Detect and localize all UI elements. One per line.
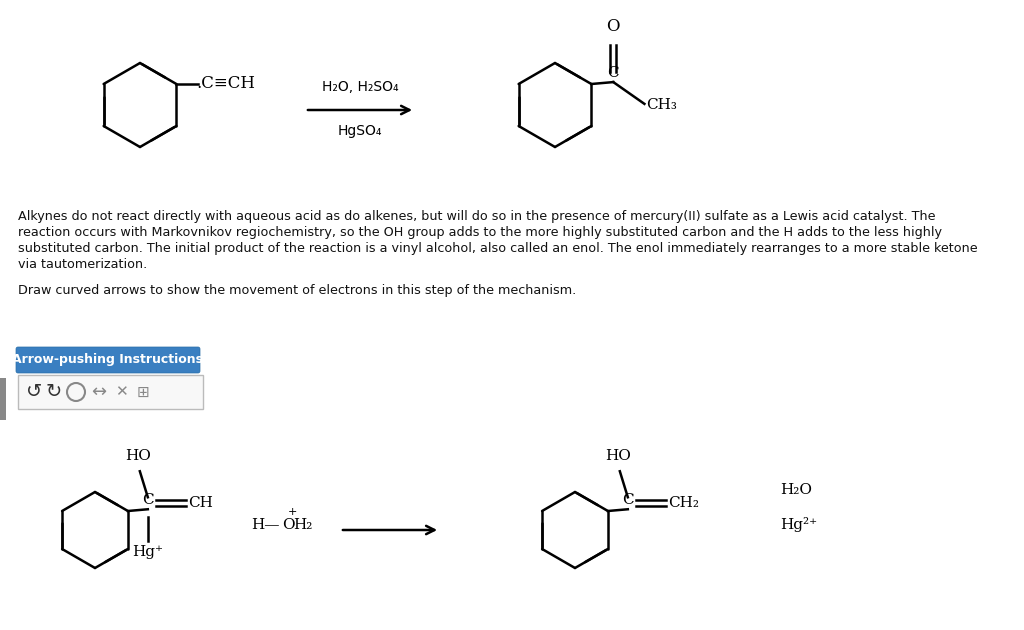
Text: H—: H— [252,518,280,532]
Text: C: C [622,493,634,507]
Text: H₂: H₂ [293,518,312,532]
Text: H₂O, H₂SO₄: H₂O, H₂SO₄ [322,80,398,94]
Text: Arrow-pushing Instructions: Arrow-pushing Instructions [12,353,204,367]
Text: CH₂: CH₂ [668,496,698,510]
Text: HgSO₄: HgSO₄ [338,124,382,138]
Bar [0,378,6,420]
Bar [18,375,203,409]
Text: Hg⁺: Hg⁺ [132,545,164,559]
Text: Alkynes do not react directly with aqueous acid as do alkenes, but will do so in: Alkynes do not react directly with aqueo… [18,210,936,223]
Text: HO: HO [125,449,151,463]
Text: ↔: ↔ [91,383,106,401]
Text: ↺: ↺ [26,382,42,401]
Text: ✕: ✕ [115,384,127,399]
Text: via tautomerization.: via tautomerization. [18,258,147,271]
Text: reaction occurs with Markovnikov regiochemistry, so the OH group adds to the mor: reaction occurs with Markovnikov regioch… [18,226,942,239]
Text: HO: HO [605,449,631,463]
Text: Hg²⁺: Hg²⁺ [780,517,817,532]
Text: .C≡CH: .C≡CH [197,74,255,91]
Text: H₂O: H₂O [780,483,812,497]
Text: +: + [288,507,297,517]
Text: Draw curved arrows to show the movement of electrons in this step of the mechani: Draw curved arrows to show the movement … [18,284,577,297]
Text: ↻: ↻ [46,382,62,401]
Text: CH: CH [187,496,213,510]
Text: O: O [606,18,621,35]
Text: C: C [607,66,620,80]
Text: CH₃: CH₃ [646,98,677,112]
Text: ⊞: ⊞ [136,384,150,399]
Text: O: O [282,518,295,532]
Text: substituted carbon. The initial product of the reaction is a vinyl alcohol, also: substituted carbon. The initial product … [18,242,978,255]
Text: C: C [142,493,154,507]
FancyBboxPatch shape [16,347,200,373]
